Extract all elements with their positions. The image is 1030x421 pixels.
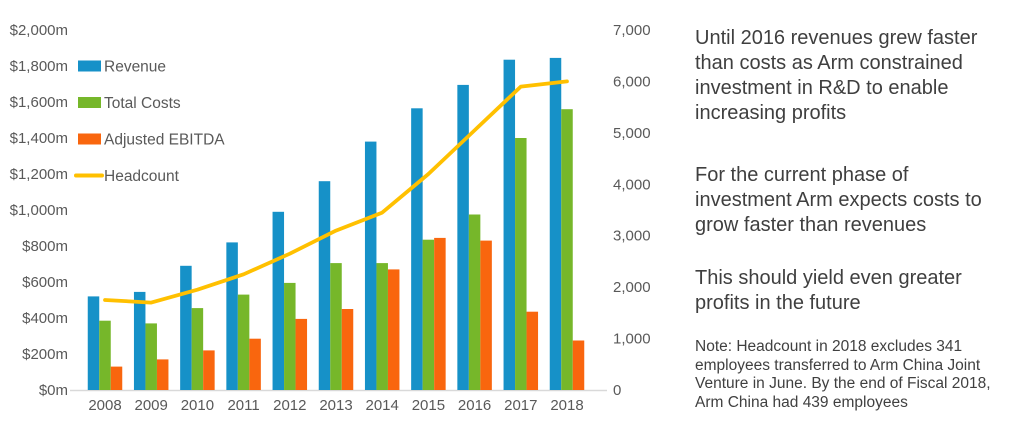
bar-revenue-2016 [457,84,469,391]
bar-total-costs-2011 [237,294,250,390]
bar-adjusted-ebitda-2008 [110,366,123,390]
bar-total-costs-2016 [468,214,481,390]
bar-revenue-2009 [133,291,146,390]
commentary-paragraph-3: This should yield even greater profits i… [695,267,962,314]
bar-total-costs-2009 [145,323,157,390]
commentary-paragraph-1: Until 2016 revenues grew faster than cos… [695,27,978,124]
arm-financials-chart: $0m $200m $400m $600m $800m $1,000m $1,200m $1,… [10,22,651,414]
x-axis-year-label: 2013 [319,397,352,414]
left-axis-tick-label: $1,600m [10,94,68,111]
right-axis-tick-label: 0 [613,382,621,399]
x-axis-year-label: 2012 [273,397,306,414]
left-axis-tick-label: $1,200m [10,166,68,183]
legend-swatch-adjusted-ebitda [78,133,101,145]
bar-adjusted-ebitda-2017 [526,311,539,390]
bar-total-costs-2012 [284,282,296,390]
left-axis-tick-label: $1,800m [10,58,68,75]
right-axis-tick-label: 7,000 [613,22,651,39]
x-axis-year-label: 2014 [366,397,399,414]
legend-label-revenue: Revenue [104,59,166,76]
x-axis-year-label: 2009 [135,397,168,414]
bar-revenue-2008 [87,296,100,390]
x-axis-year-label: 2010 [181,397,214,414]
right-axis-tick-label: 2,000 [613,279,651,296]
bar-total-costs-2010 [191,308,204,390]
bar-adjusted-ebitda-2009 [156,359,169,390]
bar-revenue-2015 [411,108,423,391]
bar-adjusted-ebitda-2018 [572,340,585,390]
left-axis-tick-label: $0m [39,382,68,399]
legend-label-headcount: Headcount [104,168,180,185]
x-axis-year-label: 2015 [412,397,445,414]
right-axis-tick-label: 3,000 [613,228,651,245]
right-axis-tick-label: 6,000 [613,73,651,90]
bar-adjusted-ebitda-2010 [203,350,215,390]
bar-revenue-2013 [318,181,331,390]
left-axis-tick-label: $800m [22,238,68,255]
chart-panel: $0m $200m $400m $600m $800m $1,000m $1,200m $1,… [10,22,651,414]
bar-adjusted-ebitda-2012 [295,318,308,390]
headcount-line [103,79,569,305]
bar-total-costs-2014 [376,263,388,390]
x-axis-year-label: 2017 [504,397,537,414]
right-axis-tick-label: 4,000 [613,176,651,193]
legend-label-adjusted-ebitda: Adjusted EBITDA [104,132,225,149]
commentary-paragraph-2: For the current phase of investment Arm … [695,164,982,236]
commentary-panel: Until 2016 revenues grew faster than cos… [660,0,1030,421]
left-axis-tick-label: $1,400m [10,130,68,147]
left-axis-tick-label: $2,000m [10,22,68,39]
bar-revenue-2010 [180,265,192,390]
right-axis-tick-label: 1,000 [613,331,651,348]
legend-swatch-revenue [78,60,101,72]
legend-swatch-total-costs [78,97,101,108]
bar-adjusted-ebitda-2013 [341,309,354,390]
left-axis-tick-label: $600m [22,274,68,291]
bar-total-costs-2013 [330,263,342,390]
right-axis-tick-label: 5,000 [613,125,651,142]
legend-label-total-costs: Total Costs [104,95,181,112]
left-axis-tick-label: $1,000m [10,202,68,219]
bar-revenue-2017 [503,59,516,390]
left-axis-tick-label: $400m [22,310,68,327]
left-axis-tick-label: $200m [22,346,68,363]
x-axis-year-label: 2011 [227,397,259,414]
bar-adjusted-ebitda-2015 [434,237,446,390]
bar-total-costs-2015 [422,239,435,390]
bar-adjusted-ebitda-2016 [480,240,492,390]
bar-adjusted-ebitda-2011 [249,338,261,390]
bar-total-costs-2018 [561,109,573,390]
x-axis-year-label: 2008 [88,397,121,414]
bar-total-costs-2008 [99,320,111,390]
bar-adjusted-ebitda-2014 [387,269,400,390]
x-axis-year-label: 2018 [550,397,583,414]
bar-revenue-2012 [272,211,285,390]
bar-revenue-2014 [364,141,377,390]
bar-revenue-2011 [226,242,238,390]
bar-total-costs-2017 [515,138,527,390]
footnote: Note: Headcount in 2018 excludes 341 emp… [695,338,991,411]
x-axis-year-label: 2016 [458,397,491,414]
bar-revenue-2018 [549,57,562,391]
